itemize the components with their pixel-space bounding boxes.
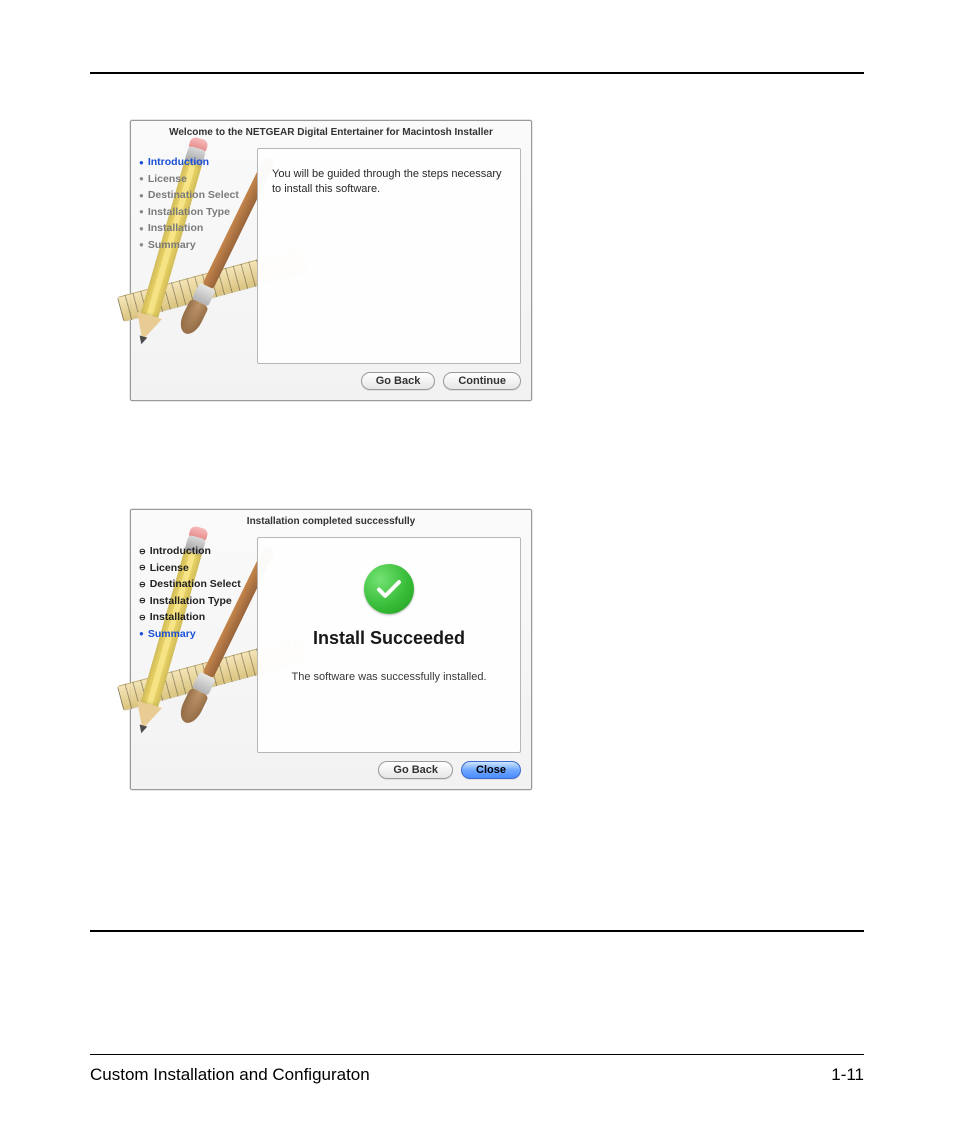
install-succeeded-heading: Install Succeeded bbox=[313, 628, 465, 649]
step-installation-type: ● Installation Type bbox=[139, 206, 257, 219]
page-bottom-rule bbox=[90, 930, 864, 932]
step-label: Introduction bbox=[150, 545, 211, 558]
guide-text: You will be guided through the steps nec… bbox=[272, 167, 506, 198]
bullet-icon: ● bbox=[139, 158, 144, 168]
bullet-icon: ● bbox=[139, 629, 144, 639]
page-footer: Custom Installation and Configuraton 1-1… bbox=[90, 1054, 864, 1085]
step-installation: ● Installation bbox=[139, 222, 257, 235]
button-bar: Go Back Continue bbox=[131, 364, 531, 400]
step-label: Installation bbox=[150, 611, 205, 624]
close-button[interactable]: Close bbox=[461, 761, 521, 779]
bullet-icon: ● bbox=[139, 191, 144, 201]
step-label: License bbox=[148, 173, 187, 186]
bullet-icon: ⊖ bbox=[139, 580, 146, 590]
step-destination-select: ● Destination Select bbox=[139, 189, 257, 202]
step-label: License bbox=[150, 562, 189, 575]
bullet-icon: ⊖ bbox=[139, 596, 146, 606]
continue-button[interactable]: Continue bbox=[443, 372, 521, 390]
step-label: Introduction bbox=[148, 156, 209, 169]
bullet-icon: ⊖ bbox=[139, 563, 146, 573]
step-summary: ● Summary bbox=[139, 239, 257, 252]
window-title: Welcome to the NETGEAR Digital Entertain… bbox=[131, 121, 531, 148]
step-label: Destination Select bbox=[148, 189, 239, 202]
step-installation: ⊖ Installation bbox=[139, 611, 257, 624]
document-page: Welcome to the NETGEAR Digital Entertain… bbox=[0, 0, 954, 1145]
step-label: Installation Type bbox=[148, 206, 230, 219]
steps-sidebar: ● Introduction ● License ● Destination Sele… bbox=[131, 148, 257, 364]
footer-page-number: 1-11 bbox=[831, 1065, 864, 1085]
installer-body: ● Introduction ● License ● Destination Sele… bbox=[131, 148, 531, 364]
go-back-button[interactable]: Go Back bbox=[378, 761, 453, 779]
step-label: Installation bbox=[148, 222, 203, 235]
bullet-icon: ⊖ bbox=[139, 547, 146, 557]
footer-section-title: Custom Installation and Configuraton bbox=[90, 1065, 370, 1085]
success-check-icon bbox=[364, 564, 414, 614]
installer-window-welcome: Welcome to the NETGEAR Digital Entertain… bbox=[130, 120, 532, 401]
step-label: Installation Type bbox=[150, 595, 232, 608]
installer-window-summary: Installation completed successfully ⊖ Int… bbox=[130, 509, 532, 790]
step-label: Summary bbox=[148, 239, 196, 252]
bullet-icon: ● bbox=[139, 174, 144, 184]
footer-rule bbox=[90, 1054, 864, 1055]
install-succeeded-subtext: The software was successfully installed. bbox=[291, 671, 486, 683]
step-destination-select: ⊖ Destination Select bbox=[139, 578, 257, 591]
bullet-icon: ● bbox=[139, 207, 144, 217]
step-license: ⊖ License bbox=[139, 562, 257, 575]
steps-sidebar: ⊖ Introduction ⊖ License ⊖ Destination Sele… bbox=[131, 537, 257, 753]
bullet-icon: ● bbox=[139, 240, 144, 250]
go-back-button[interactable]: Go Back bbox=[361, 372, 436, 390]
page-top-rule bbox=[90, 72, 864, 74]
button-bar: Go Back Close bbox=[131, 753, 531, 789]
bullet-icon: ● bbox=[139, 224, 144, 234]
step-installation-type: ⊖ Installation Type bbox=[139, 595, 257, 608]
content-pane: You will be guided through the steps nec… bbox=[257, 148, 521, 364]
window-title: Installation completed successfully bbox=[131, 510, 531, 537]
step-summary: ● Summary bbox=[139, 628, 257, 641]
bullet-icon: ⊖ bbox=[139, 613, 146, 623]
step-label: Summary bbox=[148, 628, 196, 641]
step-label: Destination Select bbox=[150, 578, 241, 591]
step-introduction: ⊖ Introduction bbox=[139, 545, 257, 558]
step-license: ● License bbox=[139, 173, 257, 186]
installer-body: ⊖ Introduction ⊖ License ⊖ Destination Sele… bbox=[131, 537, 531, 753]
content-pane: Install Succeeded The software was succe… bbox=[257, 537, 521, 753]
step-introduction: ● Introduction bbox=[139, 156, 257, 169]
